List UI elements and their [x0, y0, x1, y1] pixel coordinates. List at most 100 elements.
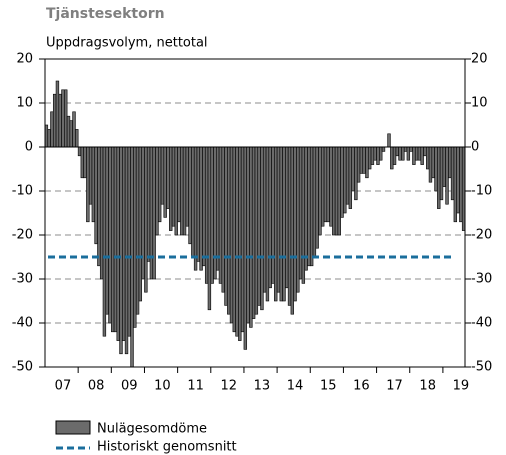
- bar: [80, 146, 84, 179]
- bar: [61, 89, 65, 148]
- bar: [301, 146, 306, 284]
- bar: [459, 146, 463, 223]
- bar: [456, 146, 460, 214]
- bar: [213, 146, 217, 280]
- bar: [224, 146, 228, 306]
- bar: [423, 146, 427, 157]
- bar: [439, 146, 444, 201]
- bar: [83, 146, 87, 179]
- x-tick-label: 16: [353, 379, 370, 394]
- y2-tick-label: 20: [471, 52, 488, 67]
- bar: [182, 146, 187, 236]
- bar: [340, 146, 344, 218]
- bar: [52, 93, 57, 148]
- x-tick-label: 11: [187, 379, 204, 394]
- y-tick-label: 20: [16, 52, 33, 67]
- bar: [376, 146, 380, 165]
- bar: [124, 146, 129, 355]
- bar: [243, 146, 248, 350]
- bar: [334, 146, 339, 236]
- bar: [412, 146, 416, 165]
- bar: [166, 146, 170, 209]
- bar: [47, 129, 51, 148]
- bar: [398, 146, 402, 161]
- bar: [77, 146, 82, 157]
- bar: [420, 146, 424, 165]
- bar: [72, 111, 76, 148]
- bar: [127, 146, 131, 337]
- x-tick-label: 14: [287, 379, 304, 394]
- y-tick-label: -10: [12, 184, 33, 199]
- bar: [323, 146, 328, 223]
- bar: [157, 146, 162, 223]
- bar: [285, 146, 289, 289]
- bar: [86, 146, 90, 223]
- bar: [75, 129, 79, 148]
- bar: [58, 93, 62, 148]
- bar: [417, 146, 422, 161]
- bar: [431, 146, 435, 179]
- bar: [312, 146, 317, 258]
- bar: [138, 146, 143, 302]
- legend-label: Nulägesomdöme: [97, 422, 207, 437]
- y2-tick-label: -10: [471, 184, 492, 199]
- y-tick-label: 0: [25, 140, 33, 155]
- bar: [177, 146, 181, 223]
- bar: [88, 146, 93, 205]
- bar: [135, 146, 140, 315]
- bar: [160, 146, 165, 205]
- y2-tick-label: 10: [471, 96, 488, 111]
- bar: [196, 146, 201, 262]
- y2-tick-label: -40: [471, 316, 492, 331]
- bar: [144, 146, 148, 293]
- bar: [315, 146, 319, 249]
- bar: [99, 146, 104, 280]
- x-tick-label: 08: [88, 379, 105, 394]
- bar: [180, 146, 184, 236]
- bar: [414, 146, 419, 161]
- bar: [185, 146, 189, 227]
- bar: [163, 146, 167, 218]
- bar: [326, 146, 330, 223]
- bar: [401, 146, 405, 161]
- bar: [329, 146, 333, 227]
- bar: [141, 146, 145, 280]
- bar: [251, 146, 256, 319]
- bar: [379, 146, 383, 161]
- bar: [351, 146, 355, 192]
- bar: [235, 146, 239, 337]
- bar: [437, 146, 441, 209]
- bar: [279, 146, 283, 302]
- bar: [66, 115, 71, 148]
- bar: [381, 146, 386, 152]
- bar: [152, 146, 156, 280]
- bar: [254, 146, 259, 315]
- bar: [238, 146, 242, 341]
- bar: [442, 146, 446, 187]
- chart-title: Tjänstesektorn: [46, 6, 165, 22]
- bar: [365, 146, 369, 179]
- y-tick-label: -50: [12, 360, 33, 375]
- bar: [188, 146, 192, 245]
- y2-tick-label: 0: [471, 140, 479, 155]
- bar: [102, 146, 107, 337]
- y-tick-label: -30: [12, 272, 33, 287]
- bar: [445, 146, 449, 205]
- bar: [146, 146, 151, 262]
- bar: [448, 146, 452, 179]
- bar: [362, 146, 366, 174]
- bar: [240, 146, 245, 333]
- x-tick-label: 07: [55, 379, 72, 394]
- bar: [367, 146, 372, 170]
- bar: [321, 146, 325, 227]
- bar: [354, 146, 358, 201]
- bar: [221, 146, 225, 293]
- bar: [332, 146, 336, 236]
- x-tick-label: 17: [386, 379, 403, 394]
- y2-tick-label: -20: [471, 228, 492, 243]
- bar: [246, 146, 250, 324]
- legend-swatch: [55, 420, 91, 435]
- bar: [370, 146, 375, 165]
- bar: [169, 146, 173, 231]
